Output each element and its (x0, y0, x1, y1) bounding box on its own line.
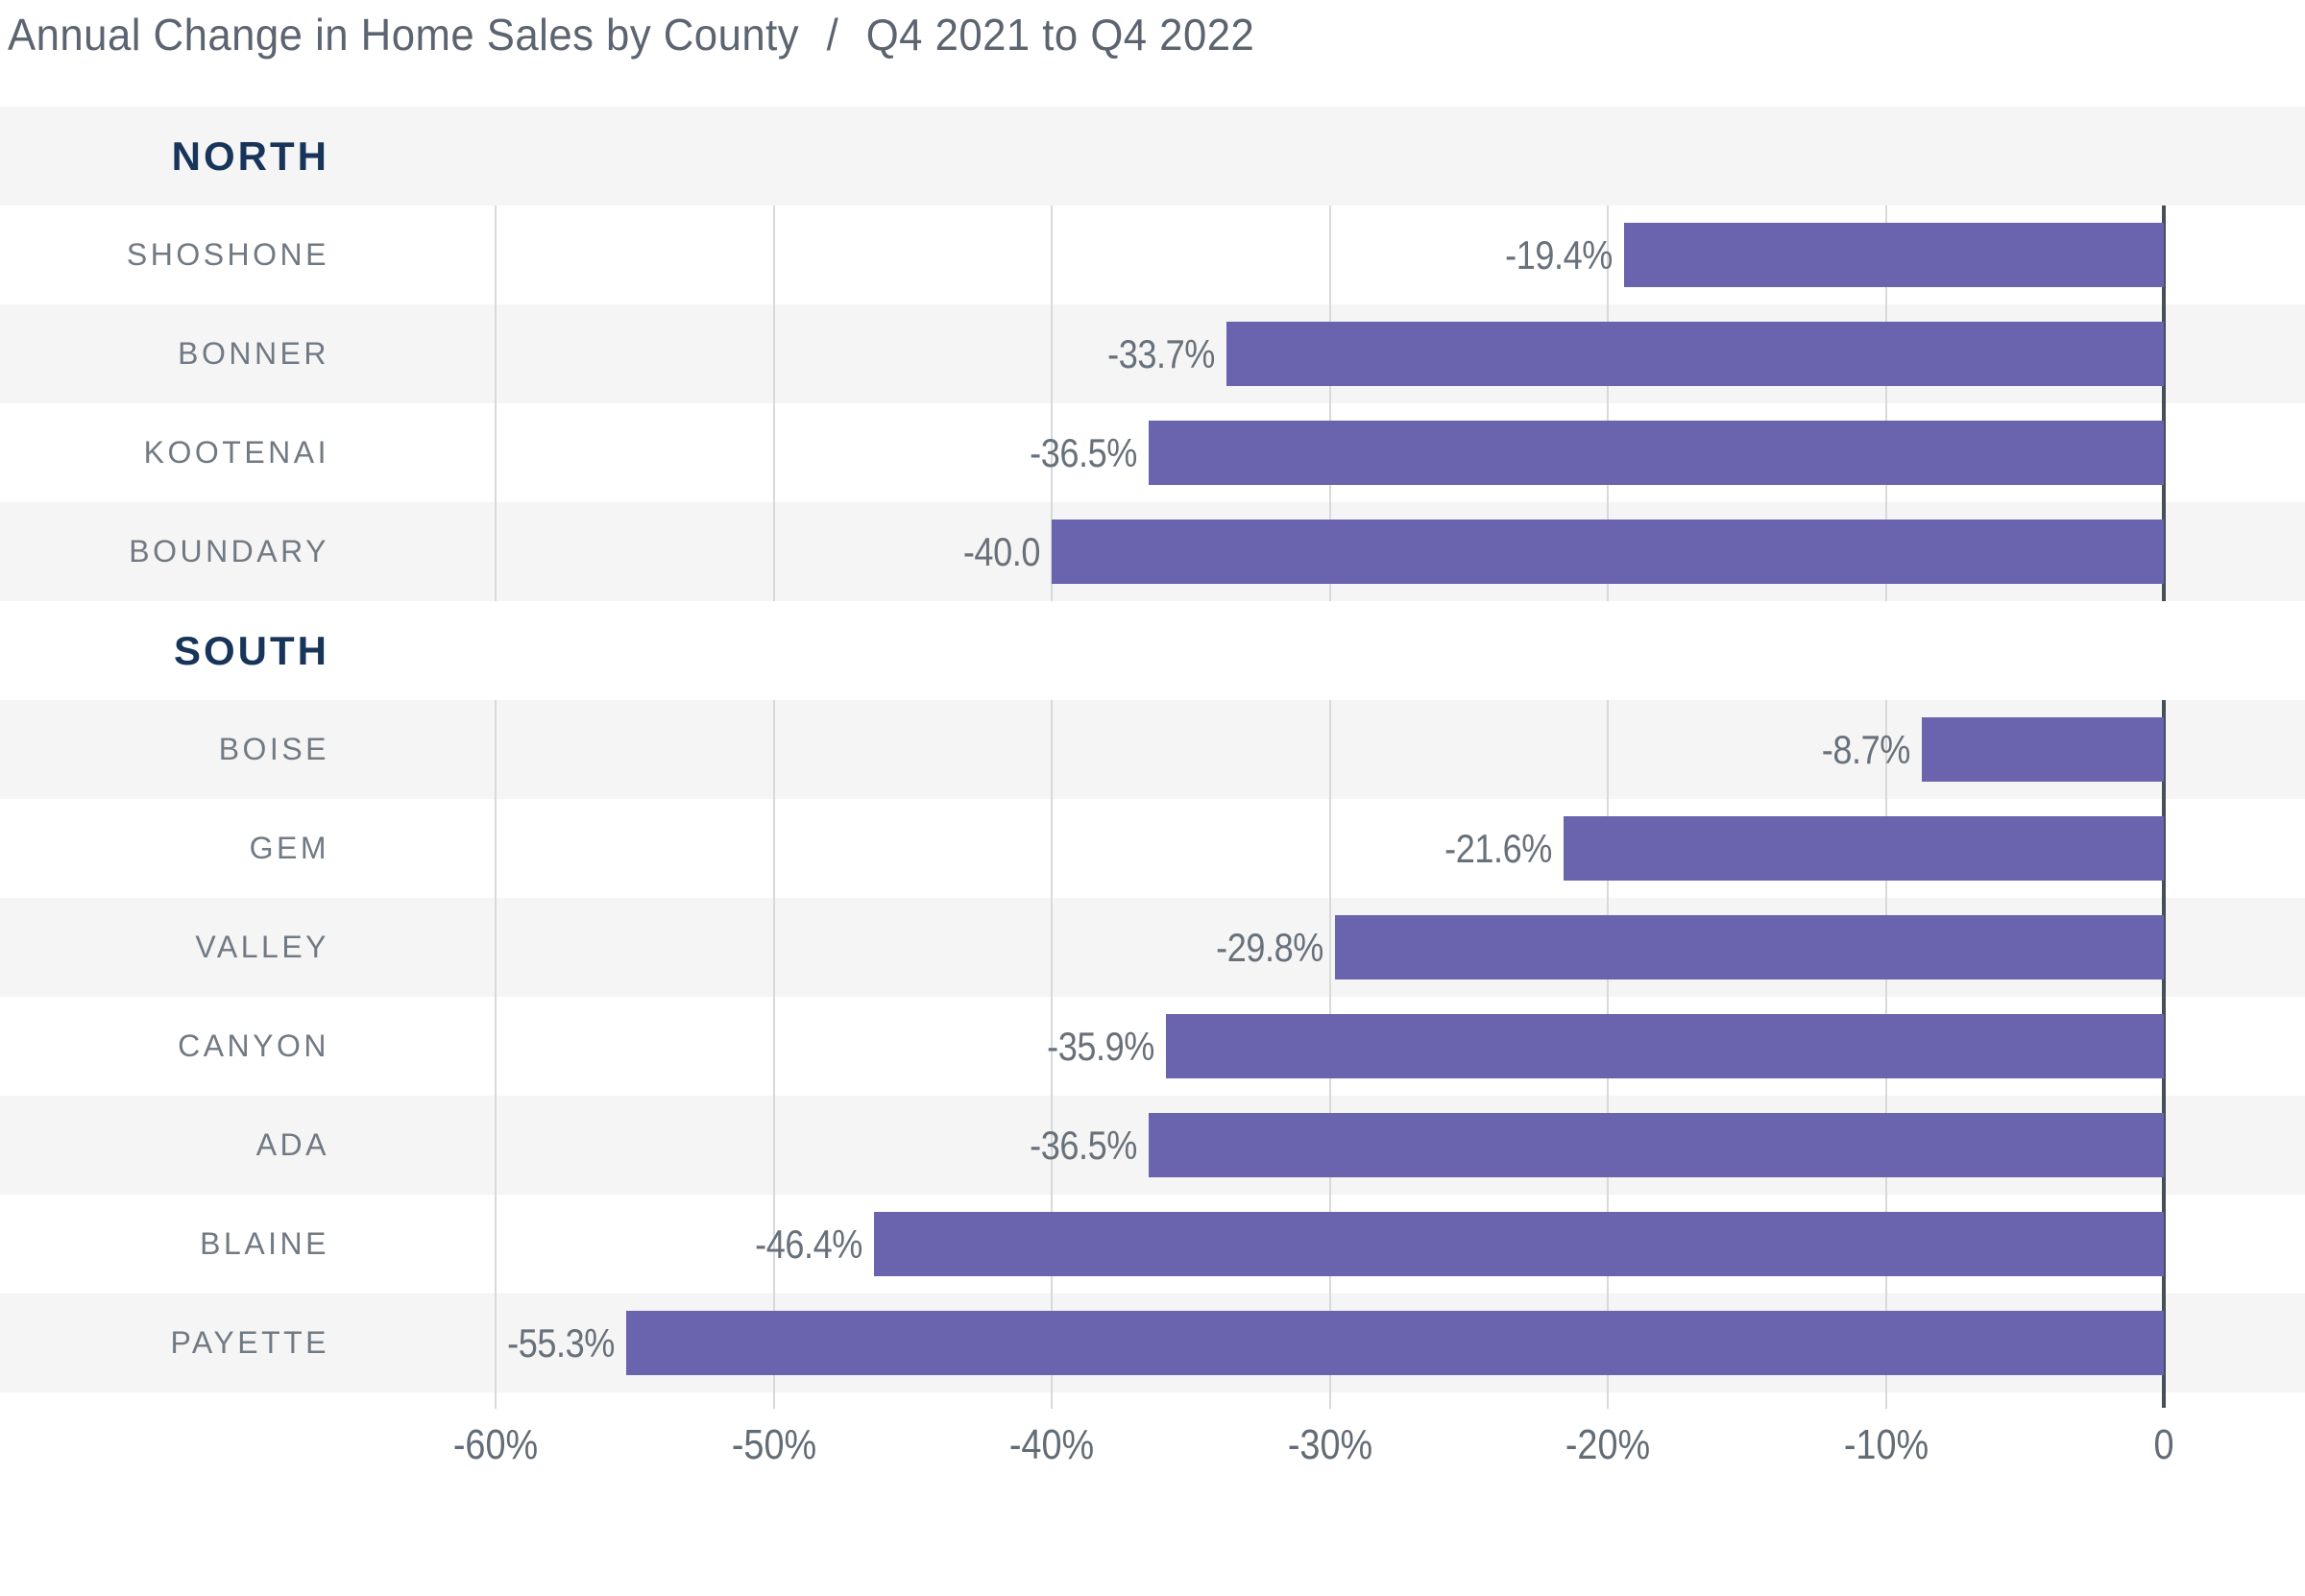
bar-value-label: -36.5% (1030, 1123, 1138, 1168)
section-band (0, 601, 2305, 700)
x-axis-tick-label: -40% (1008, 1421, 1095, 1468)
x-axis-tick-label: -30% (1287, 1421, 1372, 1468)
county-label: VALLEY (195, 930, 329, 964)
gridline (1328, 206, 1331, 601)
county-label: BOISE (218, 732, 329, 766)
bar (1922, 717, 2164, 782)
bar (626, 1311, 2164, 1375)
county-label: BONNER (178, 336, 329, 371)
county-label: BOUNDARY (129, 534, 329, 568)
gridline (772, 700, 775, 1409)
county-label: KOOTENAI (143, 435, 329, 470)
county-label: PAYETTE (170, 1325, 329, 1360)
bar-value-label: -33.7% (1107, 331, 1216, 376)
bar (1149, 1113, 2164, 1177)
bar (1052, 520, 2164, 584)
bar (1563, 816, 2164, 881)
gridline (495, 700, 497, 1409)
x-axis-tick-label: -50% (731, 1421, 816, 1468)
section-header-label: SOUTH (174, 628, 329, 673)
gridline (1051, 206, 1053, 601)
bar-value-label: -35.9% (1046, 1024, 1154, 1069)
gridline (1607, 206, 1609, 601)
county-label: ADA (255, 1127, 329, 1162)
bar (873, 1212, 2164, 1276)
gridline (772, 206, 775, 601)
x-axis-tick-label: -20% (1565, 1421, 1651, 1468)
county-label: SHOSHONE (126, 237, 329, 272)
bar-value-label: -29.8% (1216, 925, 1324, 970)
county-label: GEM (249, 831, 329, 865)
county-label: CANYON (178, 1028, 329, 1063)
chart-title: Annual Change in Home Sales by County / Q4… (8, 8, 1254, 61)
bar-value-label: -19.4% (1505, 232, 1614, 278)
chart-title-separator: / (826, 10, 839, 60)
row-band (0, 700, 2305, 799)
bar-value-label: -40.0 (962, 529, 1041, 574)
bar (1149, 421, 2164, 485)
bar (1165, 1014, 2164, 1078)
section-header-label: NORTH (171, 133, 329, 179)
zero-axis-line (2162, 700, 2166, 1408)
bar-value-label: -55.3% (507, 1320, 616, 1366)
bar (1335, 915, 2164, 979)
gridline (1884, 206, 1887, 601)
section-band (0, 107, 2305, 206)
bar-value-label: -46.4% (754, 1221, 862, 1267)
zero-axis-line (2162, 206, 2166, 601)
x-axis-tick-label: -60% (452, 1421, 539, 1468)
bar (1226, 322, 2164, 386)
county-label: BLAINE (200, 1226, 329, 1261)
bar-value-label: -21.6% (1444, 826, 1552, 871)
gridline (495, 206, 497, 601)
chart-title-period: Q4 2021 to Q4 2022 (865, 10, 1255, 60)
x-axis-tick-label: -10% (1843, 1421, 1929, 1468)
x-axis-tick-label: 0 (2153, 1421, 2174, 1468)
bar-value-label: -8.7% (1821, 727, 1911, 772)
bar (1624, 223, 2164, 287)
bar-value-label: -36.5% (1030, 430, 1138, 475)
gridline (1051, 700, 1053, 1409)
chart-title-main: Annual Change in Home Sales by County (8, 10, 800, 60)
